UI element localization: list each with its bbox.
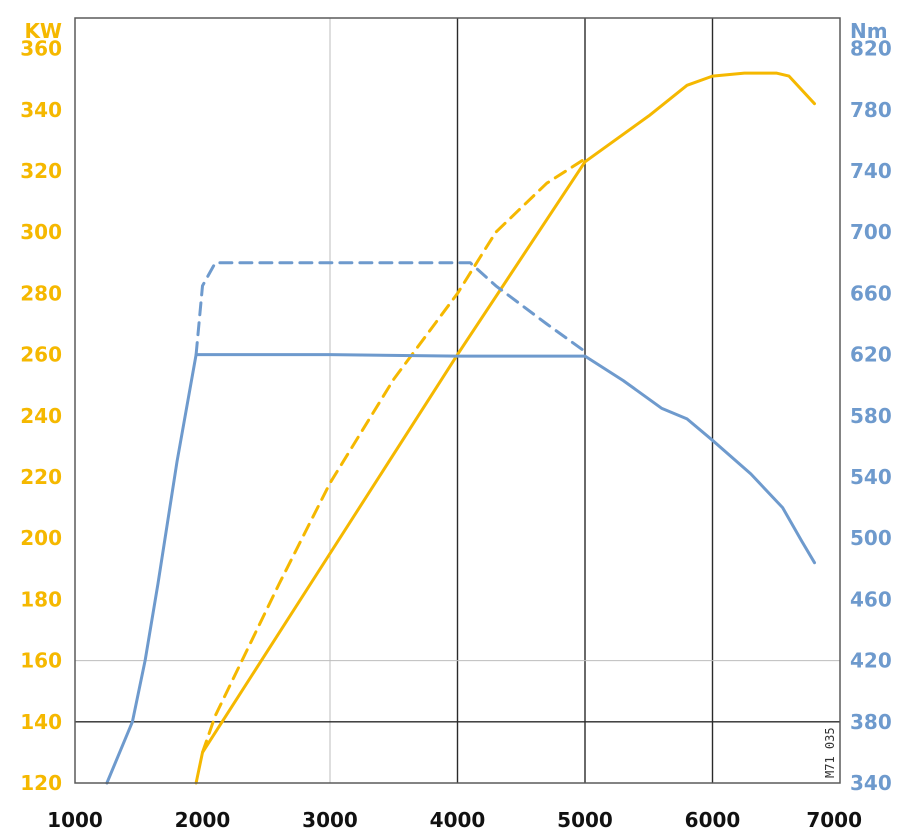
left-axis-tick-label: 160 xyxy=(20,649,62,673)
grid-lines xyxy=(75,18,840,783)
x-axis-tick-label: 7000 xyxy=(806,808,862,832)
x-axis-tick-label: 5000 xyxy=(557,808,613,832)
plot-frame xyxy=(74,17,841,784)
x-axis-tick-label: 2000 xyxy=(175,808,231,832)
x-axis-tick-label: 4000 xyxy=(430,808,486,832)
left-axis-ticks: 120 140 160 180 200 220 240 260 280 300 320 340 360 xyxy=(20,37,62,795)
right-axis-unit: Nm xyxy=(850,19,888,43)
figure-code-annotation: M71 035 xyxy=(823,727,837,778)
torque-solid-line xyxy=(105,353,816,785)
right-axis-tick-label: 460 xyxy=(850,587,892,611)
right-axis-tick-label: 580 xyxy=(850,404,892,428)
right-axis-ticks: 340 380 420 460 500 540 580 620 660 700 740 780 820 xyxy=(850,37,892,795)
left-axis-tick-label: 180 xyxy=(20,587,62,611)
left-axis-tick-label: 240 xyxy=(20,404,62,428)
left-axis-tick-label: 120 xyxy=(20,771,62,795)
x-axis-ticks: 1000 2000 3000 4000 5000 6000 7000 xyxy=(47,808,862,832)
left-axis-tick-label: 320 xyxy=(20,159,62,183)
left-axis-tick-label: 200 xyxy=(20,526,62,550)
right-axis-tick-label: 620 xyxy=(850,343,892,367)
right-axis-tick-label: 420 xyxy=(850,649,892,673)
right-axis-tick-label: 820 xyxy=(850,37,892,61)
left-axis-tick-label: 280 xyxy=(20,281,62,305)
left-axis-tick-label: 360 xyxy=(20,37,62,61)
right-axis-tick-label: 700 xyxy=(850,220,892,244)
left-axis-unit: KW xyxy=(24,19,62,43)
torque-dashed-line xyxy=(194,261,587,357)
x-axis-tick-label: 6000 xyxy=(685,808,741,832)
right-axis-tick-label: 340 xyxy=(850,771,892,795)
power-solid-line xyxy=(194,71,816,785)
left-axis-tick-label: 220 xyxy=(20,465,62,489)
left-axis-tick-label: 340 xyxy=(20,98,62,122)
power-dashed-line xyxy=(201,157,587,754)
right-axis-tick-label: 660 xyxy=(850,281,892,305)
data-series xyxy=(105,71,816,785)
right-axis-tick-label: 540 xyxy=(850,465,892,489)
left-axis-tick-label: 260 xyxy=(20,343,62,367)
x-axis-tick-label: 1000 xyxy=(47,808,103,832)
right-axis-tick-label: 380 xyxy=(850,710,892,734)
right-axis-tick-label: 740 xyxy=(850,159,892,183)
left-axis-tick-label: 300 xyxy=(20,220,62,244)
x-axis-tick-label: 3000 xyxy=(302,808,358,832)
right-axis-tick-label: 780 xyxy=(850,98,892,122)
left-axis-tick-label: 140 xyxy=(20,710,62,734)
right-axis-tick-label: 500 xyxy=(850,526,892,550)
